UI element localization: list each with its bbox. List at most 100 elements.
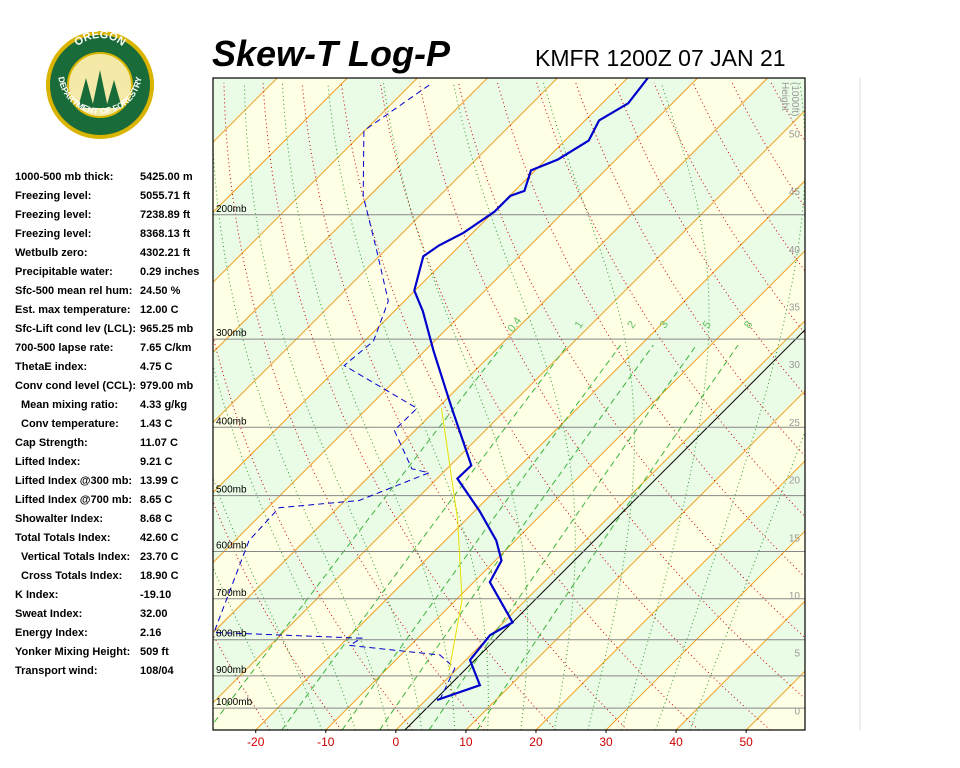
- index-value: 5055.71 ft: [140, 190, 190, 202]
- height-label: 30: [789, 360, 801, 371]
- height-label: 5: [794, 649, 800, 660]
- index-label: Precipitable water:: [15, 266, 113, 278]
- index-value: 12.00 C: [140, 304, 179, 316]
- isotherm: [395, 320, 805, 730]
- index-value: -19.10: [140, 589, 171, 601]
- isotherm: [325, 250, 805, 730]
- index-label: Sfc-500 mean rel hum:: [15, 285, 132, 297]
- index-value: 23.70 C: [140, 551, 179, 563]
- index-value: 9.21 C: [140, 456, 172, 468]
- index-value: 7238.89 ft: [140, 209, 190, 221]
- x-tick-label: -20: [247, 735, 265, 749]
- mixing-ratio-line: [476, 344, 739, 730]
- dry-adiabat: [213, 334, 414, 730]
- index-value: 8.65 C: [140, 494, 172, 506]
- plot-area: 0.4 1 2 3 5 8: [213, 78, 960, 730]
- mixing-ratio-line: [281, 344, 569, 730]
- index-value: 979.00 mb: [140, 380, 193, 392]
- index-value: 4.75 C: [140, 361, 172, 373]
- height-label: 20: [789, 476, 801, 487]
- index-value: 8368.13 ft: [140, 228, 190, 240]
- index-value: 108/04: [140, 665, 175, 677]
- moist-adiabat: [621, 82, 710, 730]
- pressure-label: 500mb: [216, 485, 247, 496]
- x-tick-label: 20: [529, 735, 543, 749]
- pressure-label: 200mb: [216, 204, 247, 215]
- moist-adiabat: [213, 477, 323, 730]
- dry-adiabat: [810, 83, 960, 730]
- moist-adiabat: [281, 82, 456, 730]
- index-value: 0.29 inches: [140, 266, 199, 278]
- isotherm: [675, 600, 805, 730]
- profile-line: [441, 408, 463, 671]
- index-value: 5425.00 m: [140, 171, 193, 183]
- moist-adiabat: [327, 82, 489, 730]
- mixing-ratio-line: [428, 344, 697, 730]
- isotherm: [816, 78, 960, 730]
- temp-band: [213, 110, 805, 730]
- pressure-label: 600mb: [216, 541, 247, 552]
- index-value: 7.65 C/km: [140, 342, 192, 354]
- dry-adiabat: [849, 83, 960, 730]
- index-value: 32.00: [140, 608, 168, 620]
- x-tick-label: 0: [393, 735, 400, 749]
- index-label: Est. max temperature:: [15, 304, 131, 316]
- mixing-ratio-label: 1: [573, 319, 586, 331]
- index-label: 700-500 lapse rate:: [15, 342, 113, 354]
- height-label: 35: [789, 302, 801, 313]
- temp-band: [816, 78, 960, 730]
- index-value: 24.50 %: [140, 285, 181, 297]
- mixing-ratio-label: 5: [701, 319, 714, 331]
- logo-trees: [78, 70, 122, 108]
- pressure-label: 1000mb: [216, 697, 253, 708]
- index-label: Cap Strength:: [15, 437, 88, 449]
- index-label: Cross Totals Index:: [21, 570, 122, 582]
- profile-line: [413, 78, 649, 702]
- index-value: 1.43 C: [140, 418, 172, 430]
- index-label: Showalter Index:: [15, 513, 103, 525]
- index-label: Mean mixing ratio:: [21, 399, 118, 411]
- moist-adiabat: [382, 82, 529, 730]
- isotherm: [255, 180, 805, 730]
- isotherm: [465, 390, 805, 730]
- isotherm: [605, 530, 805, 730]
- pressure-label: 400mb: [216, 416, 247, 427]
- dry-adiabat: [301, 82, 628, 730]
- isotherm: [213, 78, 628, 494]
- x-tick-label: 50: [739, 735, 753, 749]
- index-value: 11.07 C: [140, 437, 178, 449]
- index-value: 42.60 C: [140, 532, 179, 544]
- isotherm: [213, 78, 348, 213]
- dry-adiabat: [928, 83, 960, 730]
- index-label: Lifted Index @700 mb:: [15, 494, 132, 506]
- index-label: Total Totals Index:: [15, 532, 111, 544]
- isotherm: [213, 78, 768, 634]
- index-label: Wetbulb zero:: [15, 247, 88, 259]
- index-label: Lifted Index @300 mb:: [15, 475, 132, 487]
- logo-top: OREGON: [72, 29, 127, 49]
- x-tick-label: 30: [599, 735, 613, 749]
- pressure-label: 300mb: [216, 328, 247, 339]
- height-label: 25: [789, 418, 801, 429]
- pressure-label: 800mb: [216, 629, 247, 640]
- height-label: 0: [794, 706, 800, 717]
- height-label: 15: [789, 533, 801, 544]
- index-label: ThetaE index:: [15, 361, 87, 373]
- pressure-label: 900mb: [216, 665, 247, 676]
- index-value: 509 ft: [140, 646, 169, 658]
- plot-frame: [212, 77, 806, 731]
- height-label: 50: [789, 129, 801, 140]
- x-tick-label: -10: [317, 735, 335, 749]
- height-axis-label: (1000ft): [789, 82, 800, 116]
- index-label: Freezing level:: [15, 190, 91, 202]
- x-tick-label: 10: [459, 735, 473, 749]
- index-label: Freezing level:: [15, 228, 91, 240]
- index-value: 4.33 g/kg: [140, 399, 187, 411]
- index-label: Lifted Index:: [15, 456, 80, 468]
- index-label: Transport wind:: [15, 665, 98, 677]
- height-label: 40: [789, 245, 801, 256]
- index-label: Yonker Mixing Height:: [15, 646, 130, 658]
- logo: OREGON DEPARTMENT OF FORESTRY: [46, 29, 154, 139]
- isotherm: [886, 78, 960, 730]
